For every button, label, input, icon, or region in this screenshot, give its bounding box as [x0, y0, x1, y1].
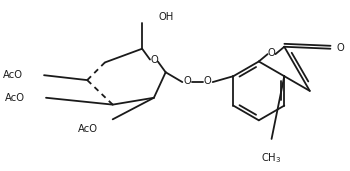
Text: O: O [150, 55, 158, 64]
Text: CH$_3$: CH$_3$ [261, 151, 282, 165]
Text: AcO: AcO [2, 70, 22, 80]
Text: OH: OH [159, 12, 174, 22]
Text: O: O [268, 48, 275, 58]
Text: AcO: AcO [78, 124, 98, 134]
Text: AcO: AcO [5, 93, 25, 103]
Text: O: O [204, 76, 212, 86]
Text: O: O [183, 76, 191, 86]
Text: O: O [336, 43, 344, 53]
